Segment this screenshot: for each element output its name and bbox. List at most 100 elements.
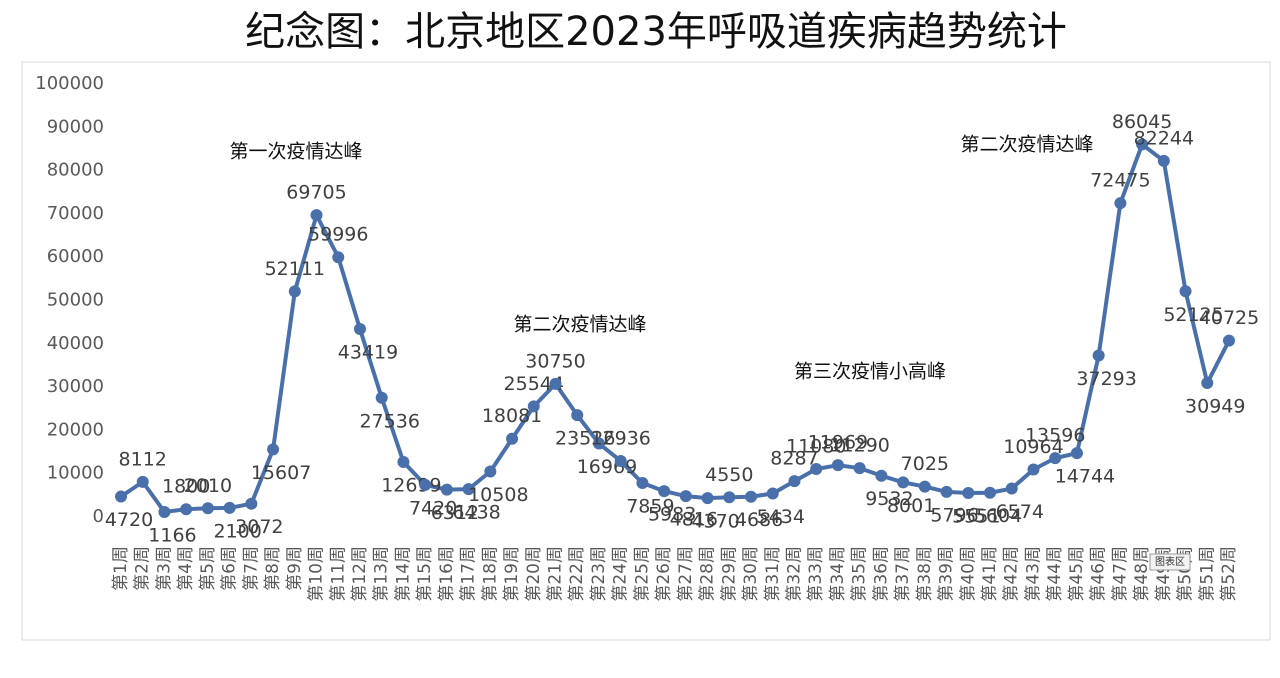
x-tick-label: 第39周 bbox=[937, 546, 957, 602]
x-tick-label: 第7周 bbox=[241, 546, 261, 591]
data-label: 14744 bbox=[1055, 466, 1115, 488]
point bbox=[984, 486, 997, 499]
point bbox=[745, 490, 758, 503]
x-tick-label: 第43周 bbox=[1023, 546, 1043, 602]
x-tick-label: 第31周 bbox=[763, 546, 783, 602]
x-tick-label: 第24周 bbox=[611, 546, 631, 602]
data-label: 16969 bbox=[577, 456, 637, 478]
point bbox=[136, 475, 149, 488]
x-tick-label: 第4周 bbox=[176, 546, 196, 591]
point bbox=[897, 476, 910, 489]
x-tick-label: 第27周 bbox=[676, 546, 696, 602]
point bbox=[1027, 463, 1040, 476]
data-label: 2010 bbox=[184, 475, 232, 497]
data-label: 52125 bbox=[1163, 304, 1223, 326]
point bbox=[332, 251, 345, 264]
point bbox=[940, 485, 953, 498]
point bbox=[571, 409, 584, 422]
point bbox=[1157, 154, 1170, 167]
data-label: 72475 bbox=[1090, 170, 1150, 192]
x-tick-label: 第30周 bbox=[741, 546, 761, 602]
x-tick-label: 第1周 bbox=[111, 546, 131, 591]
data-label: 82244 bbox=[1134, 127, 1194, 149]
data-label: 37293 bbox=[1076, 368, 1136, 390]
x-tick-label: 第5周 bbox=[198, 546, 218, 591]
point bbox=[506, 432, 519, 445]
x-tick-label: 第3周 bbox=[154, 546, 174, 591]
data-label: 27536 bbox=[359, 410, 419, 432]
x-tick-label: 第28周 bbox=[698, 546, 718, 602]
tooltip-box bbox=[1149, 553, 1191, 571]
x-tick-label: 第14周 bbox=[393, 546, 413, 602]
data-label: 86045 bbox=[1112, 111, 1172, 133]
point bbox=[701, 492, 714, 505]
point bbox=[375, 391, 388, 404]
point bbox=[658, 485, 671, 498]
line bbox=[119, 142, 1231, 514]
x-tick-label: 第52周 bbox=[1219, 546, 1239, 602]
annotation: 第一次疫情达峰 bbox=[229, 141, 362, 163]
data-label: 1800 bbox=[162, 476, 210, 498]
data-label: 1166 bbox=[148, 524, 196, 546]
data-label: 11080 bbox=[786, 436, 846, 458]
data-label: 6312 bbox=[431, 502, 479, 524]
data-label: 43419 bbox=[338, 341, 398, 363]
data-label: 7025 bbox=[901, 453, 949, 475]
point bbox=[592, 437, 605, 450]
data-label: 3072 bbox=[235, 516, 283, 538]
point bbox=[853, 462, 866, 475]
point bbox=[115, 490, 127, 503]
point bbox=[245, 497, 258, 510]
annotation: 第二次疫情达峰 bbox=[960, 134, 1093, 156]
data-label: 9532 bbox=[865, 488, 913, 510]
y-tick-label: 10000 bbox=[47, 463, 104, 484]
annotation: 第三次疫情小高峰 bbox=[794, 361, 946, 383]
data-label: 5604 bbox=[974, 505, 1022, 527]
x-tick-label: 第40周 bbox=[958, 546, 978, 602]
x-tick-label: 第11周 bbox=[328, 546, 348, 602]
point bbox=[679, 490, 692, 503]
point bbox=[397, 456, 410, 469]
x-tick-label: 第48周 bbox=[1132, 546, 1152, 602]
x-tick-label: 第33周 bbox=[806, 546, 826, 602]
point bbox=[788, 475, 801, 488]
point bbox=[636, 476, 649, 489]
x-tick-label: 第15周 bbox=[415, 546, 435, 602]
data-label: 7420 bbox=[409, 497, 457, 519]
y-tick-label: 40000 bbox=[47, 333, 104, 354]
x-tick-label: 第17周 bbox=[459, 546, 479, 602]
data-label: 4720 bbox=[105, 509, 153, 531]
x-tick-label: 第6周 bbox=[220, 546, 240, 591]
point bbox=[267, 443, 280, 456]
data-label: 4686 bbox=[735, 509, 783, 531]
x-tick-label: 第21周 bbox=[546, 546, 566, 602]
point bbox=[527, 400, 540, 413]
point bbox=[1223, 334, 1235, 347]
y-tick-label: 90000 bbox=[47, 116, 104, 137]
data-label: 11290 bbox=[829, 435, 889, 457]
point bbox=[875, 469, 888, 482]
point bbox=[766, 487, 779, 500]
point bbox=[810, 463, 823, 476]
x-tick-label: 第29周 bbox=[719, 546, 739, 602]
data-label: 12699 bbox=[381, 475, 441, 497]
point bbox=[1179, 285, 1192, 298]
y-tick-label: 0 bbox=[93, 506, 104, 527]
data-label: 13596 bbox=[1025, 425, 1085, 447]
y-tick-label: 80000 bbox=[47, 160, 104, 181]
data-label: 10964 bbox=[1003, 436, 1063, 458]
x-tick-label: 第44周 bbox=[1045, 546, 1065, 602]
data-label: 6574 bbox=[996, 501, 1044, 523]
x-tick-label: 第13周 bbox=[372, 546, 392, 602]
y-tick-label: 30000 bbox=[47, 376, 104, 397]
x-tick-label: 第26周 bbox=[654, 546, 674, 602]
x-tick-label: 第9周 bbox=[285, 546, 305, 591]
data-label: 30750 bbox=[525, 350, 585, 372]
point bbox=[484, 465, 497, 478]
y-tick-label: 70000 bbox=[47, 203, 104, 224]
data-label: 4370 bbox=[691, 511, 739, 533]
x-tick-label: 第22周 bbox=[567, 546, 587, 602]
data-label: 11969 bbox=[808, 432, 868, 454]
y-tick-label: 60000 bbox=[47, 246, 104, 267]
